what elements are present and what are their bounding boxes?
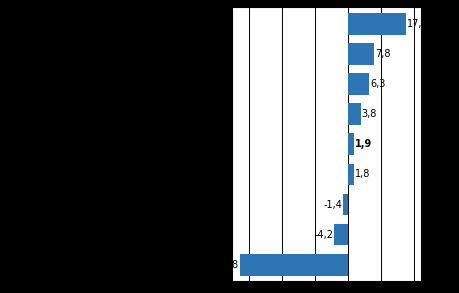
Text: -4,2: -4,2 xyxy=(313,230,332,240)
Bar xyxy=(347,134,353,155)
Text: 1,9: 1,9 xyxy=(355,139,372,149)
Bar xyxy=(347,163,353,185)
Text: 1,8: 1,8 xyxy=(354,169,369,179)
Text: -32,8: -32,8 xyxy=(213,260,238,270)
Bar xyxy=(347,13,405,35)
Bar xyxy=(343,194,347,215)
Bar xyxy=(347,103,360,125)
Bar xyxy=(239,254,347,275)
Text: 3,8: 3,8 xyxy=(361,109,376,119)
Text: 6,3: 6,3 xyxy=(369,79,385,89)
Bar xyxy=(334,224,347,246)
Bar xyxy=(347,73,368,95)
Text: 17,5: 17,5 xyxy=(406,19,428,29)
Bar xyxy=(347,43,373,65)
Text: -1,4: -1,4 xyxy=(323,200,342,209)
Text: 7,8: 7,8 xyxy=(374,49,390,59)
